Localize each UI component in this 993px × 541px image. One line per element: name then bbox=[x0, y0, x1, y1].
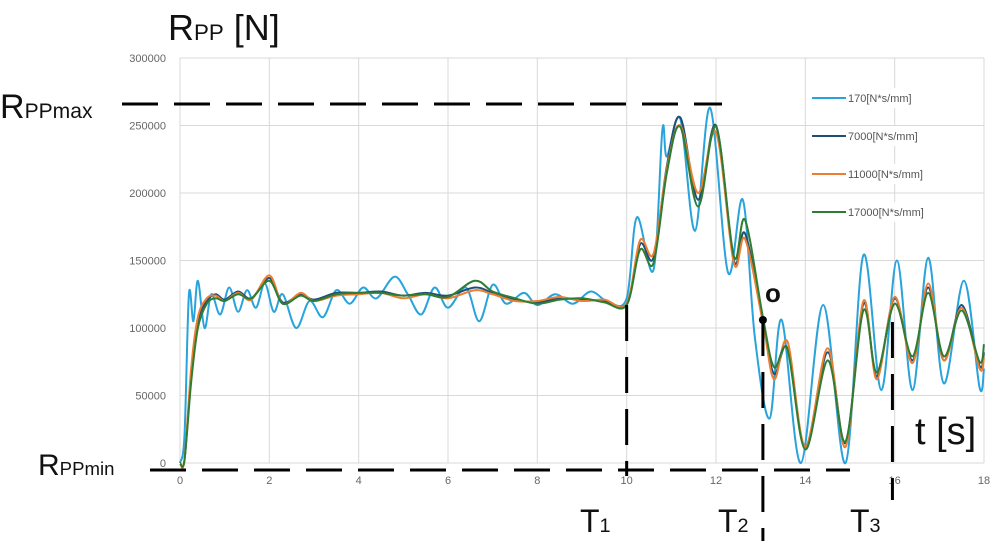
x-tick-label: 4 bbox=[356, 475, 362, 487]
legend-bg bbox=[806, 164, 966, 184]
y-tick-label: 100000 bbox=[129, 323, 166, 335]
t3-label: T3 bbox=[850, 503, 881, 539]
y-tick-label: 300000 bbox=[129, 53, 166, 65]
x-tick-label: 6 bbox=[445, 475, 451, 487]
y-tick-label: 150000 bbox=[129, 256, 166, 268]
x-tick-label: 8 bbox=[534, 475, 540, 487]
point-o-marker bbox=[758, 316, 767, 324]
x-tick-label: 18 bbox=[978, 475, 990, 487]
x-tick-label: 14 bbox=[799, 475, 811, 487]
series-line-0 bbox=[179, 106, 985, 465]
x-tick-label: 16 bbox=[889, 475, 901, 487]
x-tick-label: 0 bbox=[177, 475, 183, 487]
time-axis-label: t [s] bbox=[915, 411, 976, 453]
legend-label: 170[N*s/mm] bbox=[848, 93, 912, 105]
rpp-max-label: RPPmax bbox=[0, 88, 93, 126]
y-tick-label: 50000 bbox=[135, 391, 166, 403]
legend-label: 7000[N*s/mm] bbox=[848, 131, 918, 143]
x-tick-label: 10 bbox=[621, 475, 633, 487]
legend-label: 11000[N*s/mm] bbox=[848, 169, 923, 181]
point-o-label: o bbox=[765, 278, 781, 308]
rpp-min-label: RPPmin bbox=[38, 449, 114, 482]
legend-bg bbox=[806, 88, 966, 108]
legend-bg bbox=[806, 126, 966, 146]
x-tick-label: 12 bbox=[710, 475, 722, 487]
y-tick-label: 0 bbox=[160, 458, 166, 470]
t2-label: T2 bbox=[718, 503, 749, 539]
legend-bg bbox=[806, 202, 966, 222]
legend-label: 17000[N*s/mm] bbox=[848, 207, 924, 219]
x-tick-label: 2 bbox=[266, 475, 272, 487]
y-tick-label: 200000 bbox=[129, 188, 166, 200]
t1-label: T1 bbox=[580, 503, 611, 539]
y-axis-label: RPP [N] bbox=[168, 7, 280, 48]
series-line-3 bbox=[179, 125, 985, 468]
y-tick-label: 250000 bbox=[129, 121, 166, 133]
